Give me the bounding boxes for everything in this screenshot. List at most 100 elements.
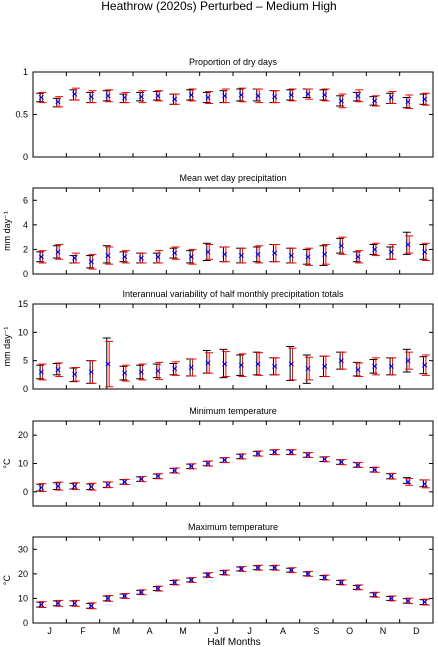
model-errorbar (421, 479, 430, 489)
model-errorbar (305, 88, 314, 100)
y-tick-label: 10 (18, 327, 28, 337)
y-tick-label: 30 (18, 544, 28, 554)
panel-5: Maximum temperature 0 10 20 30 °C (2, 522, 434, 628)
data-point (288, 361, 294, 367)
model-errorbar (205, 244, 214, 260)
data-point (372, 592, 378, 598)
data-point (172, 468, 178, 474)
y-tick-label: 0 (23, 618, 28, 628)
data-point (88, 94, 94, 100)
data-point (138, 255, 144, 261)
y-axis-label: mm day⁻¹ (2, 327, 12, 367)
data-point (388, 595, 394, 601)
model-errorbar (221, 88, 230, 104)
model-errorbar (138, 90, 147, 104)
model-errorbar (88, 253, 97, 270)
model-errorbar (305, 356, 314, 381)
data-point (138, 94, 144, 100)
model-errorbar (238, 87, 247, 103)
model-errorbar (371, 95, 380, 107)
model-errorbar (155, 250, 164, 264)
data-point (205, 360, 211, 366)
model-errorbar (38, 483, 47, 493)
model-errorbar (321, 88, 330, 102)
data-point (355, 93, 361, 99)
y-tick-label: 15 (18, 299, 28, 309)
y-tick-label: 10 (18, 459, 28, 469)
data-point (105, 361, 111, 367)
data-point (88, 369, 94, 375)
model-errorbar (271, 244, 280, 263)
plot-frame (32, 536, 434, 624)
data-point (238, 566, 244, 572)
data-point (372, 467, 378, 473)
data-point (122, 254, 128, 260)
month-label: A (147, 626, 153, 636)
model-errorbar (121, 250, 130, 264)
panel-4: Minimum temperature 0 10 20 °C (2, 406, 434, 507)
model-errorbar (371, 357, 380, 376)
model-errorbar (421, 598, 430, 606)
month-label: J (214, 626, 219, 636)
data-point (88, 484, 94, 490)
data-point (55, 249, 61, 255)
data-point (322, 363, 328, 369)
month-label: F (80, 626, 86, 636)
model-errorbar (88, 602, 97, 610)
data-point (305, 571, 311, 577)
panel-1: Proportion of dry days 0 0.5 1 (15, 57, 434, 162)
data-point (322, 251, 328, 257)
y-tick-label: 20 (18, 569, 28, 579)
data-point (55, 483, 61, 489)
model-errorbar (305, 247, 314, 266)
data-point (72, 483, 78, 489)
data-point (338, 98, 344, 104)
model-errorbar (405, 351, 414, 370)
obs-errorbar (202, 242, 211, 261)
data-point (155, 473, 161, 479)
data-point (105, 93, 111, 99)
data-point (38, 602, 44, 608)
model-errorbar (38, 601, 47, 609)
data-point (55, 367, 61, 373)
model-errorbar (155, 90, 164, 102)
model-errorbar (171, 361, 180, 376)
model-errorbar (238, 247, 247, 264)
data-point (238, 362, 244, 368)
data-point (205, 249, 211, 255)
data-point (222, 570, 228, 576)
model-errorbar (405, 235, 414, 254)
panel-title: Mean wet day precipitation (179, 173, 286, 183)
y-tick-label: 0 (23, 487, 28, 497)
data-point (255, 251, 261, 257)
data-point (355, 584, 361, 590)
model-errorbar (55, 244, 64, 260)
data-point (388, 94, 394, 101)
data-point (255, 565, 261, 571)
panel-2: Mean wet day precipitation 0 2 4 6 mm day⁻¹ (2, 173, 434, 279)
month-label: J (247, 626, 252, 636)
model-errorbar (38, 363, 47, 381)
model-errorbar (271, 90, 280, 104)
data-point (305, 452, 311, 458)
data-point (88, 603, 94, 609)
model-errorbar (371, 242, 380, 257)
data-point (172, 579, 178, 586)
data-point (272, 94, 278, 100)
panel-title: Maximum temperature (188, 522, 278, 532)
data-point (122, 370, 128, 376)
month-label: N (380, 626, 387, 636)
month-label: M (113, 626, 121, 636)
model-errorbar (221, 246, 230, 263)
data-point (88, 259, 94, 265)
data-point (388, 473, 394, 479)
data-point (422, 362, 428, 368)
data-point (305, 366, 311, 372)
model-errorbar (55, 96, 64, 108)
model-errorbar (338, 93, 347, 109)
data-point (55, 99, 61, 105)
data-point (72, 255, 78, 261)
month-label: J (47, 626, 52, 636)
model-errorbar (388, 357, 397, 376)
